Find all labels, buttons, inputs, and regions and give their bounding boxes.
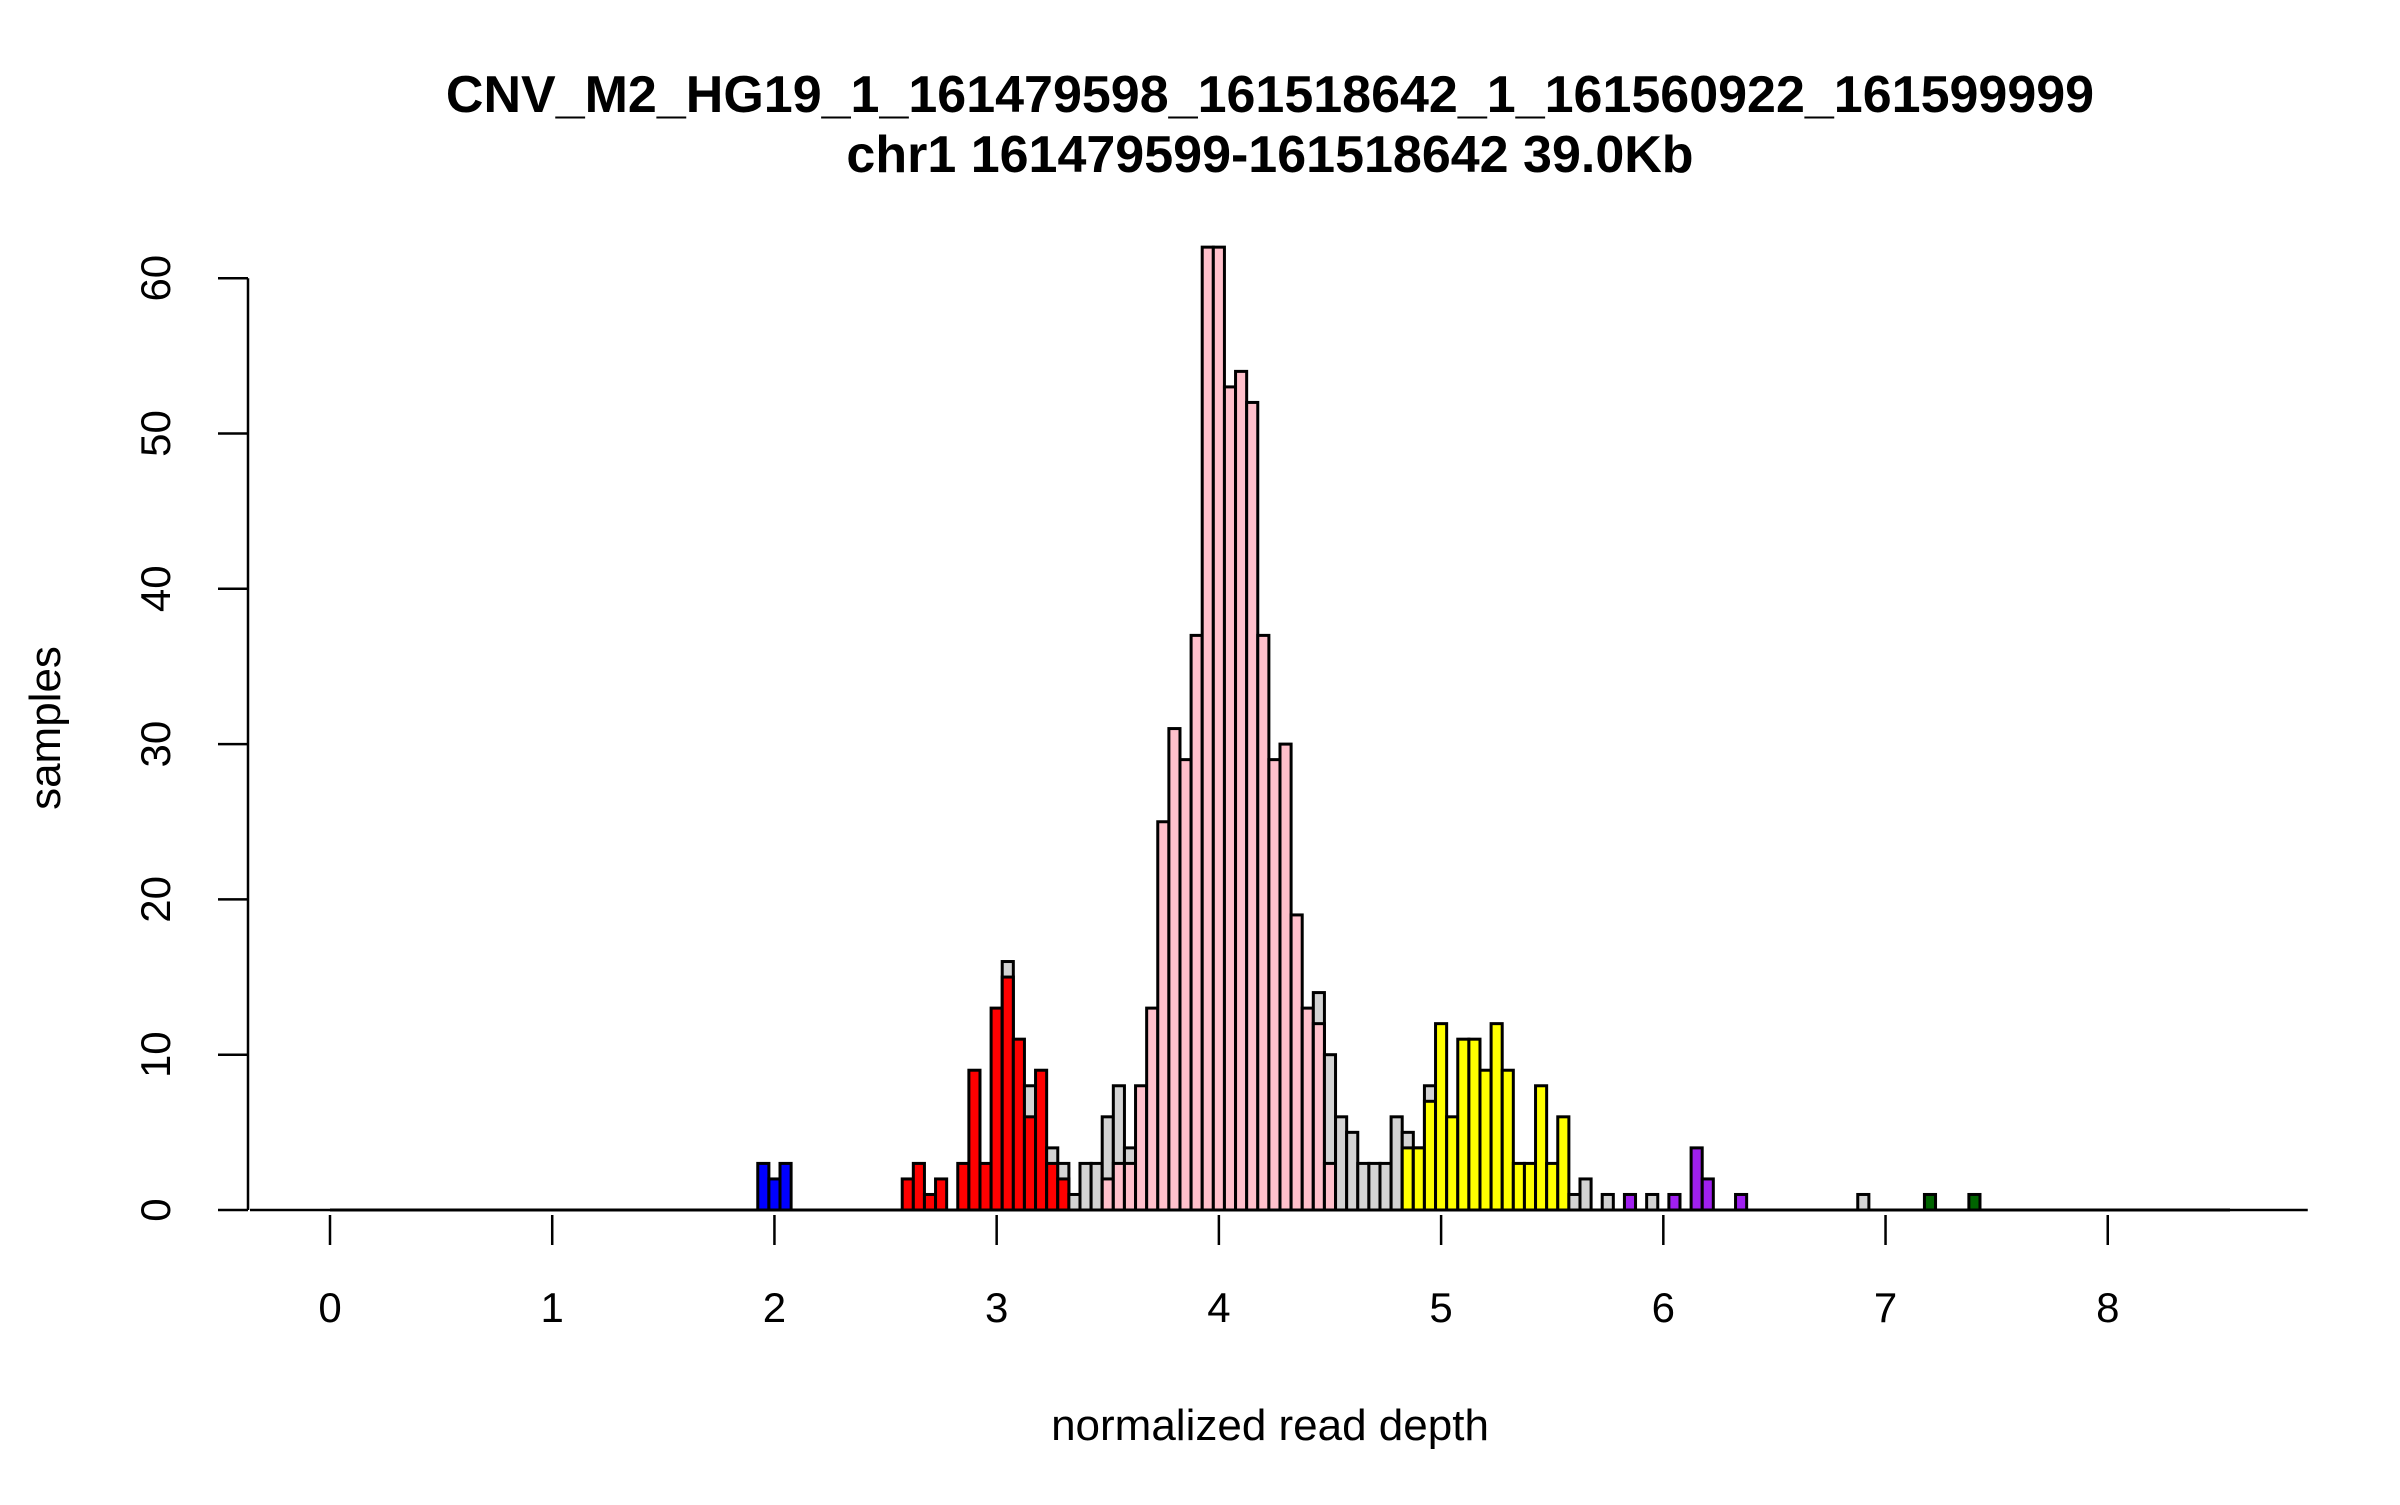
histogram-bar bbox=[1456, 1037, 1471, 1212]
histogram-bar bbox=[1134, 1084, 1149, 1212]
histogram-bar bbox=[1300, 1006, 1315, 1212]
histogram-bar bbox=[1667, 1192, 1682, 1212]
histogram-bar bbox=[1478, 1068, 1493, 1212]
histogram-bar bbox=[1311, 1022, 1326, 1212]
histogram-bar bbox=[967, 1068, 982, 1212]
y-tick-label: 10 bbox=[132, 1031, 179, 1078]
histogram-bar bbox=[1856, 1192, 1871, 1212]
histogram-bar bbox=[756, 1161, 771, 1212]
x-tick-label: 6 bbox=[1652, 1284, 1675, 1331]
histogram-bar bbox=[1967, 1192, 1982, 1212]
y-tick-label: 30 bbox=[132, 721, 179, 768]
histogram-bar bbox=[1645, 1192, 1660, 1212]
histogram-bar bbox=[1534, 1084, 1549, 1212]
x-tick-label: 0 bbox=[318, 1284, 341, 1331]
y-axis-label: samples bbox=[21, 646, 70, 810]
histogram-bar bbox=[1411, 1146, 1426, 1212]
histogram-bar bbox=[978, 1161, 993, 1212]
x-tick-label: 1 bbox=[541, 1284, 564, 1331]
histogram-bar bbox=[1267, 758, 1282, 1212]
histogram-bar bbox=[1356, 1161, 1371, 1212]
histogram-bar bbox=[1089, 1161, 1104, 1212]
histogram-bar bbox=[1189, 633, 1204, 1212]
y-tick-label: 50 bbox=[132, 410, 179, 457]
histogram-bar bbox=[1622, 1192, 1638, 1212]
x-tick-label: 3 bbox=[985, 1284, 1008, 1331]
histogram-bar bbox=[934, 1177, 949, 1212]
histogram-bar bbox=[900, 1177, 915, 1212]
histogram-bar bbox=[1389, 1115, 1404, 1212]
chart-axes: 0 1 2 3 4 5 6 7 8 0 10 20 30 40 50 60 bbox=[132, 255, 2308, 1331]
histogram-bar bbox=[1145, 1006, 1160, 1212]
histogram-bar bbox=[1056, 1177, 1071, 1212]
histogram-bar bbox=[778, 1161, 793, 1212]
histogram-bar bbox=[1289, 913, 1304, 1212]
histogram-bar bbox=[1689, 1146, 1704, 1212]
histogram-bar bbox=[1600, 1192, 1615, 1212]
histogram-bar bbox=[1556, 1115, 1571, 1212]
x-tick-label: 5 bbox=[1429, 1284, 1452, 1331]
histogram-bar bbox=[1078, 1161, 1093, 1212]
y-tick-label: 60 bbox=[132, 255, 179, 302]
histogram-bar bbox=[1067, 1192, 1082, 1212]
x-tick-label: 4 bbox=[1207, 1284, 1230, 1331]
y-tick-label: 20 bbox=[132, 876, 179, 923]
histogram-bar bbox=[1400, 1146, 1415, 1212]
histogram-bar bbox=[911, 1161, 926, 1212]
histogram-bar bbox=[1278, 742, 1293, 1212]
histogram-bar bbox=[1422, 1099, 1438, 1212]
x-axis-label: normalized read depth bbox=[1051, 1401, 1489, 1450]
histogram-bar bbox=[1567, 1192, 1582, 1212]
chart-subtitle: chr1 161479599-161518642 39.0Kb bbox=[846, 126, 1693, 184]
histogram-bar bbox=[1156, 820, 1171, 1212]
x-tick-label: 8 bbox=[2096, 1284, 2119, 1331]
histogram-bar bbox=[1245, 400, 1260, 1212]
histogram-bar bbox=[1178, 758, 1193, 1212]
histogram-bar bbox=[1378, 1161, 1393, 1212]
histogram-bar bbox=[1200, 245, 1215, 1212]
histogram-bar bbox=[1211, 245, 1226, 1212]
histogram-bar bbox=[1167, 727, 1182, 1212]
histogram-bar bbox=[956, 1161, 971, 1212]
histogram-bar bbox=[1222, 385, 1238, 1212]
histogram-bar bbox=[1256, 633, 1271, 1212]
histogram-bar bbox=[1034, 1068, 1049, 1212]
histogram-bar bbox=[1734, 1192, 1749, 1212]
histogram-bar bbox=[1445, 1115, 1460, 1212]
histogram-bar bbox=[1922, 1192, 1938, 1212]
histogram-bar bbox=[1578, 1177, 1593, 1212]
histogram-bar bbox=[767, 1177, 782, 1212]
histogram-bar bbox=[1322, 1161, 1338, 1212]
histogram-bars bbox=[330, 245, 2230, 1212]
histogram-bar bbox=[1367, 1161, 1382, 1212]
histogram-bar bbox=[1700, 1177, 1715, 1212]
histogram-bar bbox=[922, 1192, 938, 1212]
histogram-bar bbox=[1434, 1022, 1449, 1212]
histogram-bar bbox=[1022, 1115, 1038, 1212]
x-tick-label: 7 bbox=[1874, 1284, 1897, 1331]
histogram-bar bbox=[1045, 1161, 1060, 1212]
histogram-bar bbox=[1122, 1161, 1138, 1212]
histogram-bar bbox=[1545, 1161, 1560, 1212]
histogram-bar bbox=[1489, 1022, 1504, 1212]
histogram-bar bbox=[1334, 1115, 1349, 1212]
chart-title: CNV_M2_HG19_1_161479598_161518642_1_1615… bbox=[446, 66, 2094, 124]
histogram-bar bbox=[1000, 975, 1015, 1212]
histogram-bar bbox=[1100, 1177, 1115, 1212]
x-tick-label: 2 bbox=[763, 1284, 786, 1331]
histogram-bar bbox=[1500, 1068, 1515, 1212]
histogram-bar bbox=[1111, 1161, 1126, 1212]
histogram-bar bbox=[989, 1006, 1004, 1212]
histogram-bar bbox=[1234, 369, 1249, 1212]
histogram-bar bbox=[1011, 1037, 1026, 1212]
histogram-bar bbox=[1511, 1161, 1526, 1212]
histogram-bar bbox=[1522, 1161, 1538, 1212]
y-tick-label: 0 bbox=[132, 1198, 179, 1221]
histogram-bar bbox=[1345, 1130, 1360, 1212]
y-tick-label: 40 bbox=[132, 565, 179, 612]
histogram-bar bbox=[1467, 1037, 1482, 1212]
